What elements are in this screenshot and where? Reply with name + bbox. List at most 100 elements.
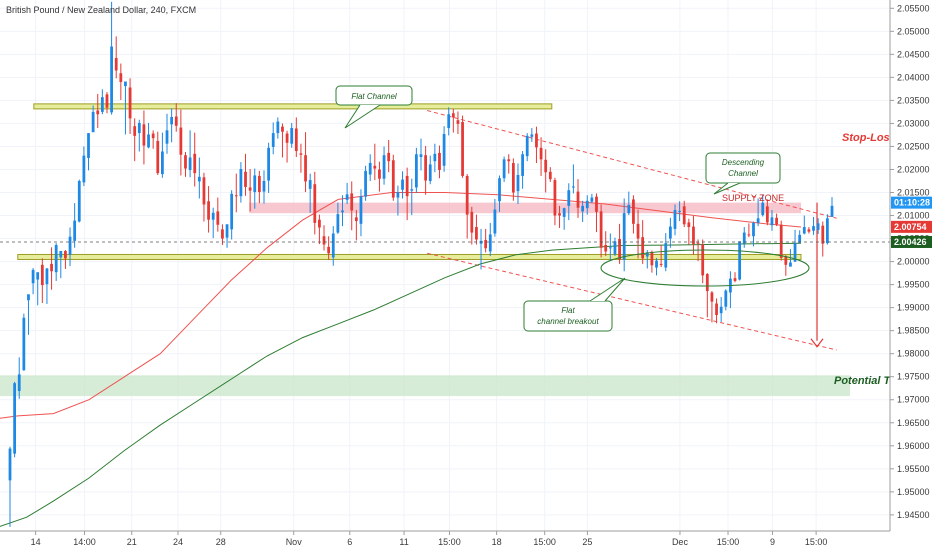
- candle-body-85: [401, 179, 404, 190]
- candle-body-170: [793, 243, 797, 262]
- candle-body-40: [193, 153, 197, 174]
- y-tick-label-0: 2.05500: [897, 3, 930, 13]
- candle-body-130: [608, 247, 612, 249]
- candle-body-101: [475, 227, 478, 240]
- candle-body-115: [539, 147, 543, 160]
- candle-body-86: [405, 175, 409, 197]
- candle-body-150: [701, 244, 705, 276]
- candle-body-112: [525, 135, 529, 157]
- candle-body-146: [682, 206, 686, 225]
- candle-body-61: [290, 128, 294, 144]
- candle-body-123: [576, 191, 580, 208]
- candle-body-68: [322, 236, 326, 245]
- candle-body-18: [91, 111, 95, 133]
- y-tick-label-1: 2.05000: [897, 26, 930, 36]
- x-tick-label-10: 15:00: [533, 537, 556, 547]
- supply-zone: [249, 202, 801, 214]
- candle-body-141: [659, 263, 663, 265]
- candle-body-48: [230, 193, 234, 230]
- candle-body-65: [308, 180, 312, 189]
- candle-body-28: [137, 122, 141, 134]
- candle-body-70: [331, 233, 335, 258]
- candle-layer: [8, 1, 834, 527]
- candle-body-122: [572, 186, 575, 188]
- y-tick-label-9: 2.01000: [897, 211, 930, 221]
- candle-body-121: [567, 190, 571, 206]
- candle-body-42: [202, 177, 206, 205]
- candle-body-66: [313, 184, 317, 223]
- candle-body-90: [424, 155, 428, 181]
- candle-body-44: [211, 212, 215, 220]
- candle-body-133: [622, 213, 626, 260]
- candle-body-174: [812, 226, 815, 231]
- candle-body-142: [664, 243, 668, 268]
- candle-body-27: [133, 126, 137, 136]
- candle-body-45: [216, 211, 220, 225]
- chart-title: British Pound / New Zealand Dollar, 240,…: [6, 5, 196, 15]
- candle-body-72: [341, 210, 344, 213]
- candle-body-145: [678, 210, 681, 212]
- candle-body-78: [368, 163, 372, 175]
- x-tick-label-7: 11: [399, 537, 408, 547]
- candle-body-1: [13, 383, 17, 454]
- candle-body-147: [687, 222, 691, 228]
- candle-body-84: [396, 192, 400, 198]
- x-tick-label-12: Dec: [672, 537, 689, 547]
- candle-body-20: [100, 97, 104, 112]
- candle-body-52: [248, 187, 252, 191]
- candle-body-113: [530, 134, 534, 137]
- y-tick-label-13: 1.99000: [897, 303, 930, 313]
- candle-body-30: [147, 134, 150, 148]
- candle-body-138: [645, 252, 649, 257]
- candle-body-157: [733, 278, 737, 281]
- candle-body-31: [151, 133, 155, 139]
- y-tick-label-14: 1.98500: [897, 326, 930, 336]
- y-tick-label-21: 1.95000: [897, 487, 930, 497]
- candle-body-7: [40, 264, 44, 286]
- candle-body-116: [544, 159, 548, 173]
- flat-breakout-label-line2: channel breakout: [537, 317, 599, 326]
- candle-body-34: [165, 130, 169, 144]
- candle-body-165: [770, 217, 774, 226]
- x-tick-label-2: 21: [127, 537, 137, 547]
- candle-body-178: [830, 205, 834, 217]
- price-tag-bg-1: [891, 220, 932, 233]
- candle-body-77: [364, 170, 367, 197]
- candle-body-76: [359, 196, 363, 224]
- candle-body-125: [585, 200, 589, 209]
- candle-body-21: [105, 94, 109, 108]
- y-tick-label-18: 1.96500: [897, 418, 930, 428]
- candle-body-41: [197, 176, 201, 182]
- candle-body-92: [433, 153, 437, 162]
- candle-body-118: [553, 180, 557, 216]
- candle-body-154: [719, 306, 723, 314]
- candle-body-62: [294, 128, 298, 152]
- candle-body-14: [73, 220, 77, 241]
- stop-loss-label: Stop-Loss: [842, 132, 896, 144]
- y-tick-label-7: 2.02000: [897, 164, 930, 174]
- candle-body-97: [456, 120, 460, 124]
- potential-tp-zone: [0, 375, 850, 397]
- price-tag-layer: 01:10:28 2.00754 2.00426: [891, 196, 932, 248]
- candle-body-163: [761, 202, 765, 216]
- candle-body-176: [821, 225, 825, 244]
- candle-body-162: [756, 218, 760, 223]
- flat-channel-callout: Flat Channel: [335, 85, 413, 129]
- candle-body-158: [738, 241, 742, 280]
- breakout-ellipse: [600, 249, 810, 287]
- candle-body-69: [327, 246, 331, 254]
- candle-body-139: [650, 251, 654, 266]
- candle-body-13: [68, 236, 72, 255]
- y-tick-label-2: 2.04500: [897, 49, 930, 59]
- candle-body-136: [636, 223, 640, 239]
- candle-body-35: [170, 116, 174, 125]
- candle-body-110: [516, 175, 520, 192]
- candle-body-167: [779, 224, 783, 258]
- y-tick-label-15: 1.98000: [897, 349, 930, 359]
- y-tick-label-22: 1.94500: [897, 510, 930, 520]
- candle-body-155: [724, 290, 728, 307]
- y-tick-label-19: 1.96000: [897, 441, 930, 451]
- candle-body-96: [451, 113, 455, 118]
